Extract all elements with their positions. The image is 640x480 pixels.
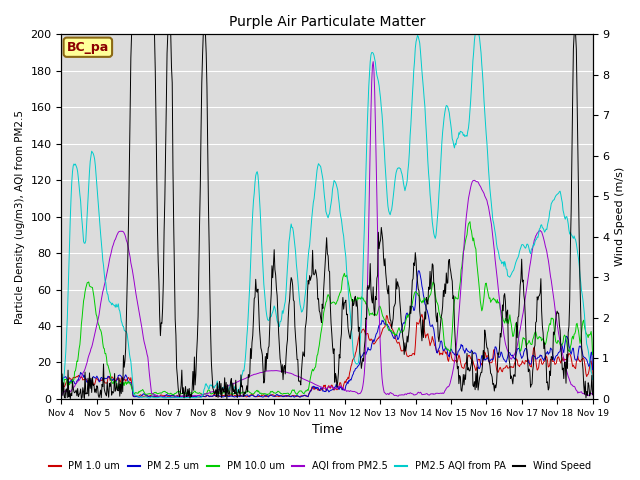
Legend: PM 1.0 um, PM 2.5 um, PM 10.0 um, AQI from PM2.5, PM2.5 AQI from PA, Wind Speed: PM 1.0 um, PM 2.5 um, PM 10.0 um, AQI fr…	[45, 457, 595, 475]
Y-axis label: Particle Density (ug/m3), AQI from PM2.5: Particle Density (ug/m3), AQI from PM2.5	[15, 109, 25, 324]
Title: Purple Air Particulate Matter: Purple Air Particulate Matter	[229, 15, 425, 29]
X-axis label: Time: Time	[312, 423, 342, 436]
Y-axis label: Wind Speed (m/s): Wind Speed (m/s)	[615, 167, 625, 266]
Text: BC_pa: BC_pa	[67, 41, 109, 54]
